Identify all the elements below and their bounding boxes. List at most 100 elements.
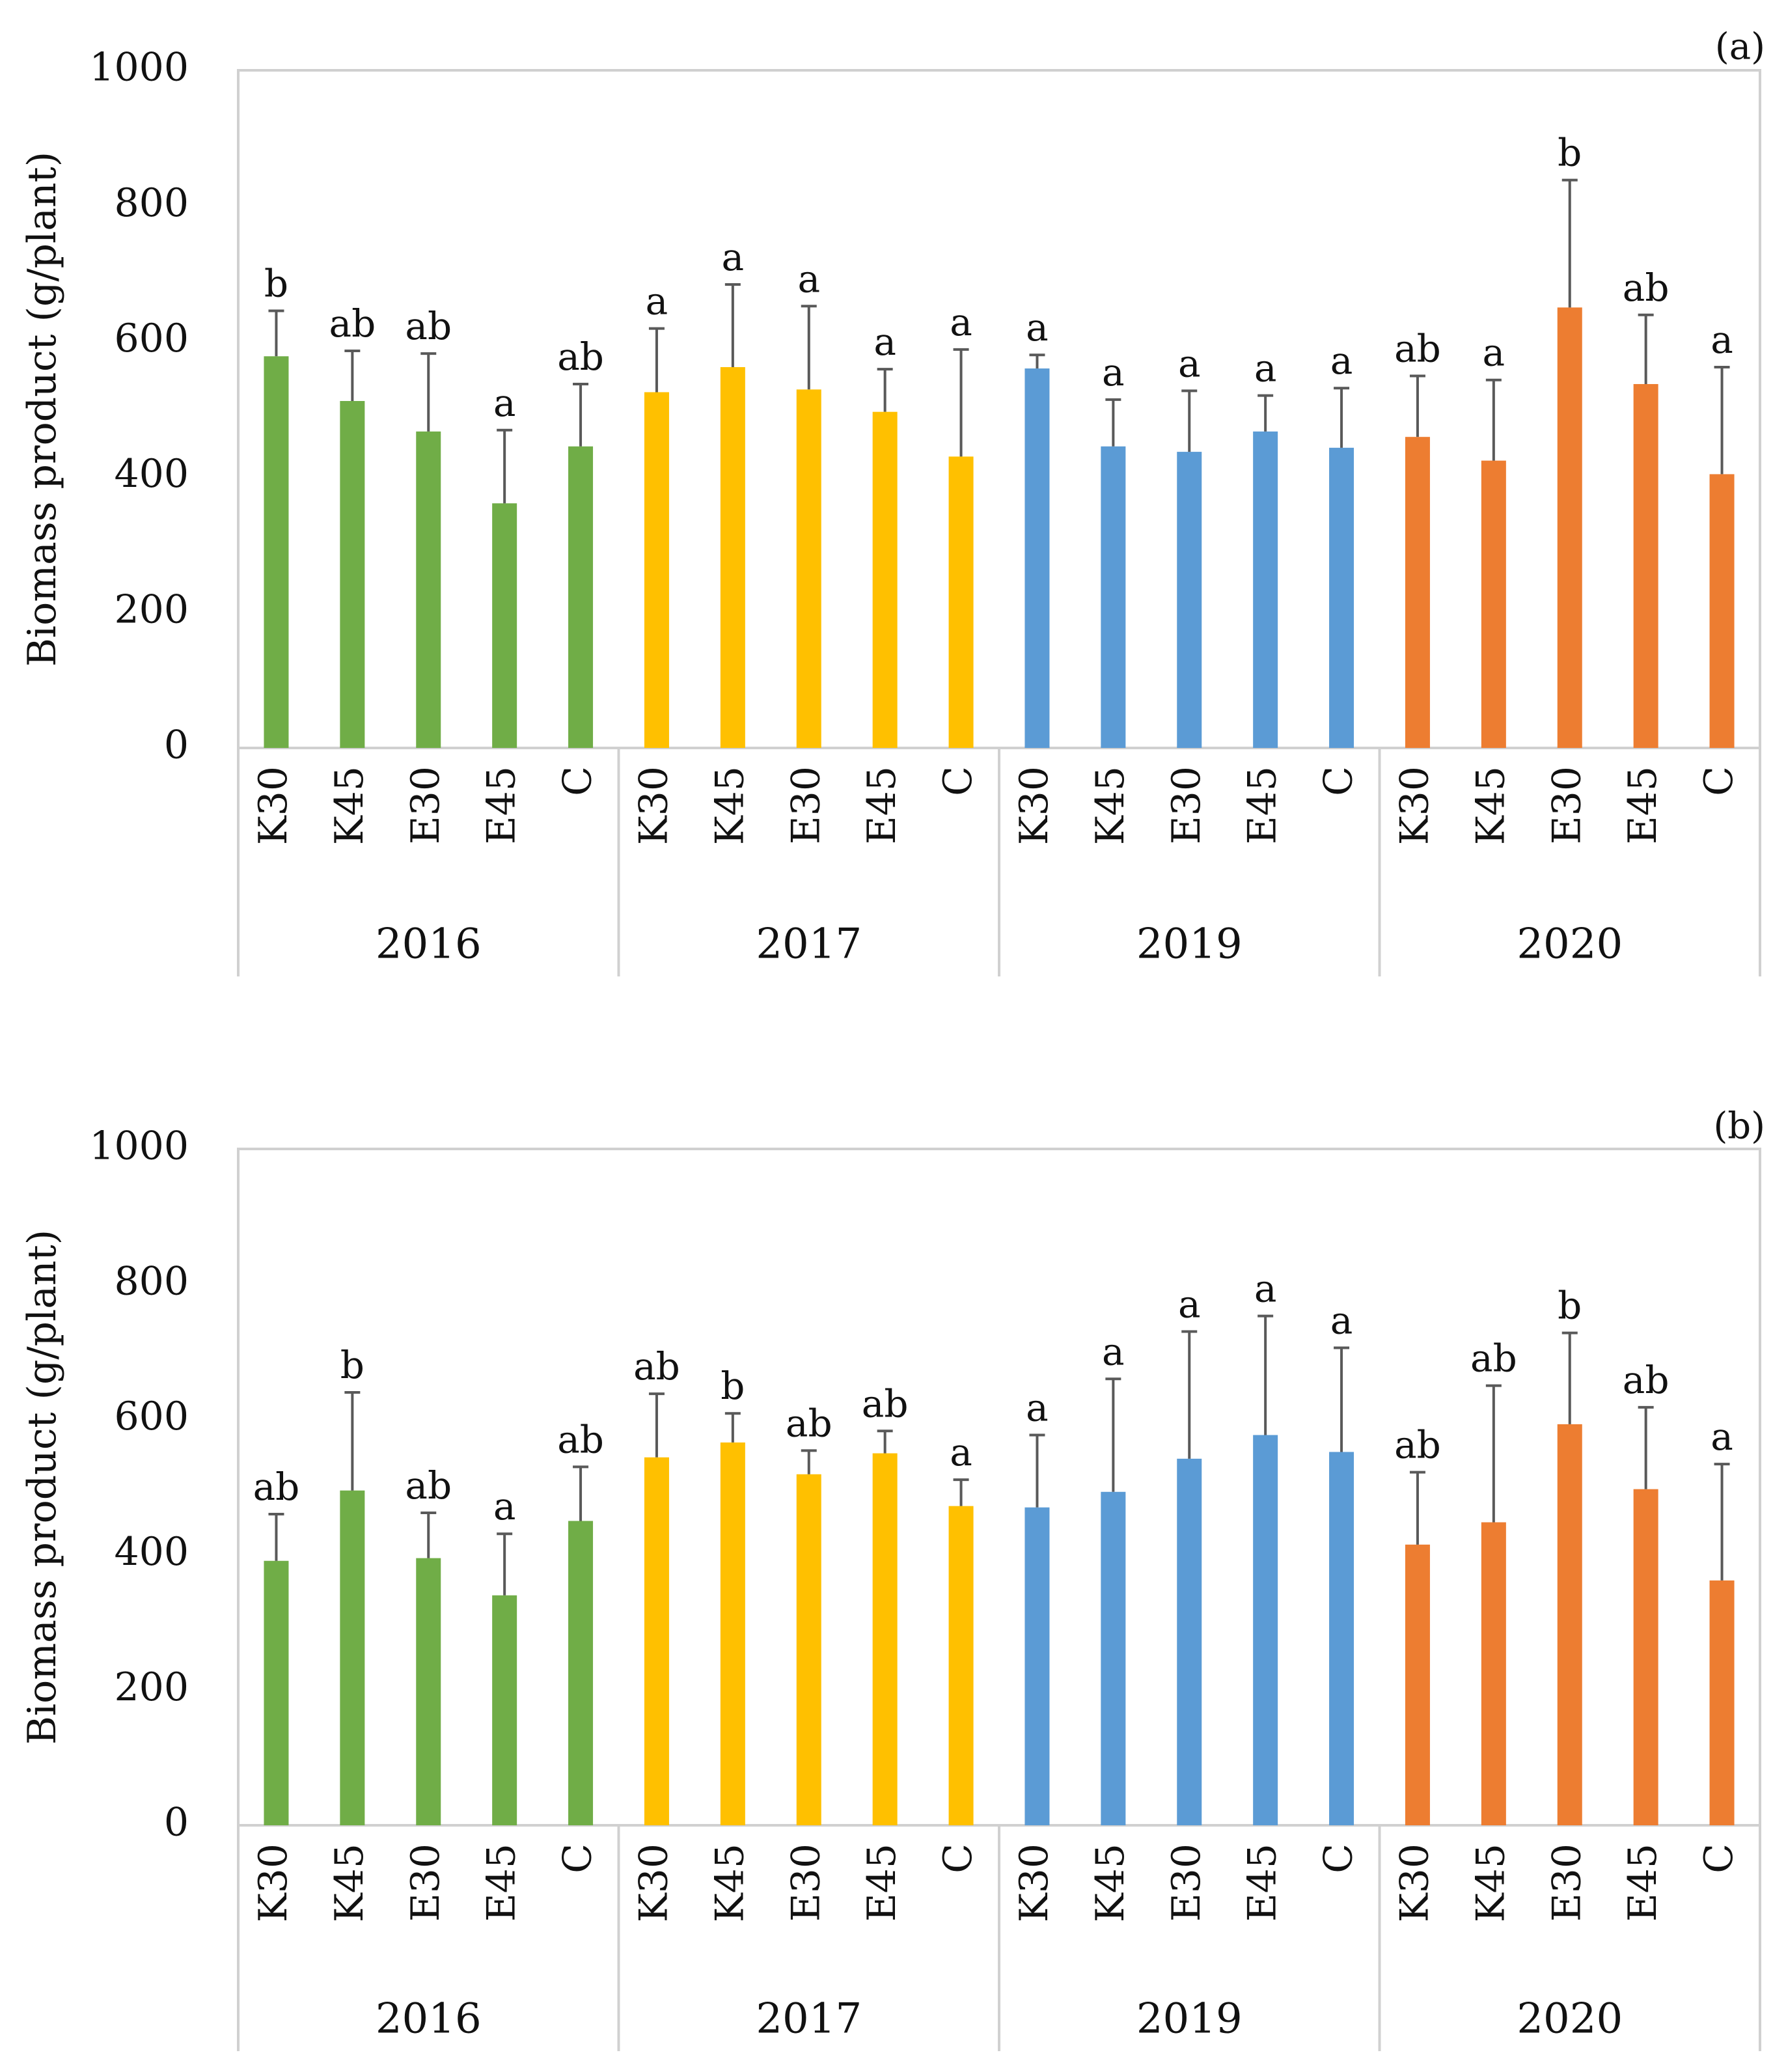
x-tick-label: K30 bbox=[1011, 766, 1057, 845]
bar bbox=[568, 1521, 594, 1825]
x-tick-label: C bbox=[555, 766, 601, 796]
bar bbox=[720, 366, 745, 748]
significance-letter: a bbox=[1254, 1267, 1277, 1311]
panel-label: (b) bbox=[1713, 1105, 1765, 1148]
significance-letter: a bbox=[873, 320, 896, 364]
x-tick-label: E30 bbox=[403, 766, 448, 844]
significance-letter: a bbox=[1026, 1385, 1049, 1430]
x-tick-label: E45 bbox=[479, 766, 525, 844]
x-tick-label: E45 bbox=[1620, 1844, 1666, 1922]
bar bbox=[1405, 437, 1430, 748]
x-tick-label: C bbox=[935, 766, 981, 796]
y-tick-label: 1000 bbox=[89, 1124, 189, 1169]
year-label: 2019 bbox=[1136, 920, 1243, 969]
significance-letter: a bbox=[1483, 331, 1505, 375]
significance-letter: a bbox=[493, 381, 516, 425]
y-tick-label: 400 bbox=[114, 451, 189, 497]
significance-letter: a bbox=[1102, 350, 1125, 394]
bar bbox=[264, 356, 289, 748]
y-tick-label: 400 bbox=[114, 1529, 189, 1575]
x-tick-label: K45 bbox=[1088, 766, 1133, 845]
y-tick-label: 1000 bbox=[89, 45, 189, 90]
x-tick-label: K30 bbox=[251, 766, 296, 845]
bar bbox=[264, 1560, 289, 1825]
significance-letter: ab bbox=[1394, 1423, 1441, 1467]
bar bbox=[1557, 1424, 1582, 1825]
bar bbox=[1101, 1491, 1126, 1825]
y-tick-label: 800 bbox=[114, 1258, 189, 1304]
bar bbox=[644, 392, 669, 748]
significance-letter: ab bbox=[1394, 326, 1441, 370]
bar bbox=[1557, 307, 1582, 749]
bar bbox=[568, 446, 594, 748]
significance-letter: b bbox=[721, 1364, 745, 1408]
y-axis-label: Biomass product (g/plant) bbox=[20, 1230, 65, 1745]
significance-letter: a bbox=[1026, 305, 1049, 350]
bar bbox=[948, 1506, 974, 1825]
x-tick-label: C bbox=[1316, 766, 1362, 796]
significance-letter: a bbox=[1711, 1415, 1733, 1459]
x-tick-label: E30 bbox=[783, 766, 829, 844]
x-tick-label: K30 bbox=[1011, 1844, 1057, 1922]
x-tick-label: C bbox=[555, 1844, 601, 1873]
significance-letter: a bbox=[722, 235, 745, 279]
x-tick-label: K45 bbox=[327, 1844, 372, 1922]
bar bbox=[1329, 1452, 1354, 1825]
significance-letter: ab bbox=[253, 1465, 300, 1509]
bar bbox=[1253, 431, 1278, 748]
y-tick-label: 600 bbox=[114, 1394, 189, 1439]
bar bbox=[1177, 452, 1202, 748]
significance-letter: a bbox=[1102, 1329, 1125, 1374]
bar bbox=[340, 1490, 365, 1825]
x-tick-label: K45 bbox=[1468, 766, 1513, 845]
bar bbox=[644, 1457, 669, 1825]
bar bbox=[1633, 1489, 1658, 1825]
plot-area bbox=[237, 1148, 1761, 1827]
significance-letter: a bbox=[493, 1484, 516, 1528]
x-tick-label: C bbox=[1696, 1844, 1742, 1873]
x-tick-label: C bbox=[1316, 1844, 1362, 1873]
bar bbox=[416, 431, 441, 748]
significance-letter: a bbox=[1178, 341, 1201, 385]
significance-letter: a bbox=[646, 279, 668, 324]
x-tick-label: C bbox=[935, 1844, 981, 1873]
bar bbox=[796, 1474, 821, 1825]
significance-letter: ab bbox=[1623, 1358, 1670, 1402]
bar bbox=[872, 411, 898, 748]
x-tick-label: E45 bbox=[1620, 766, 1666, 844]
bar bbox=[1024, 1507, 1050, 1825]
x-tick-label: K30 bbox=[631, 766, 677, 845]
significance-letter: ab bbox=[1470, 1336, 1517, 1381]
x-tick-label: K45 bbox=[707, 766, 752, 845]
x-tick-label: K30 bbox=[251, 1844, 296, 1922]
bar bbox=[1329, 447, 1354, 748]
significance-letter: a bbox=[1330, 338, 1353, 383]
x-tick-label: E30 bbox=[1544, 766, 1589, 844]
x-tick-label: E30 bbox=[1164, 1844, 1209, 1922]
x-tick-label: K30 bbox=[1392, 766, 1438, 845]
significance-letter: a bbox=[950, 300, 972, 344]
bar bbox=[1633, 383, 1658, 748]
bar bbox=[720, 1442, 745, 1825]
bar bbox=[492, 503, 517, 748]
y-tick-label: 800 bbox=[114, 180, 189, 226]
bar bbox=[1405, 1544, 1430, 1825]
year-label: 2020 bbox=[1517, 920, 1623, 969]
panel-label: (a) bbox=[1715, 26, 1765, 68]
bar bbox=[796, 389, 821, 748]
bar bbox=[1481, 460, 1506, 748]
bar bbox=[340, 401, 365, 748]
significance-letter: a bbox=[1254, 346, 1277, 391]
significance-letter: a bbox=[1711, 318, 1733, 362]
x-tick-label: E45 bbox=[859, 766, 905, 844]
bar bbox=[492, 1595, 517, 1825]
significance-letter: ab bbox=[557, 335, 604, 379]
x-tick-label: E45 bbox=[479, 1844, 525, 1922]
y-axis-label: Biomass product (g/plant) bbox=[20, 152, 65, 667]
significance-letter: ab bbox=[405, 1463, 452, 1508]
x-tick-label: K30 bbox=[631, 1844, 677, 1922]
x-tick-label: K45 bbox=[327, 766, 372, 845]
x-tick-label: E30 bbox=[1164, 766, 1209, 844]
bar bbox=[872, 1453, 898, 1825]
